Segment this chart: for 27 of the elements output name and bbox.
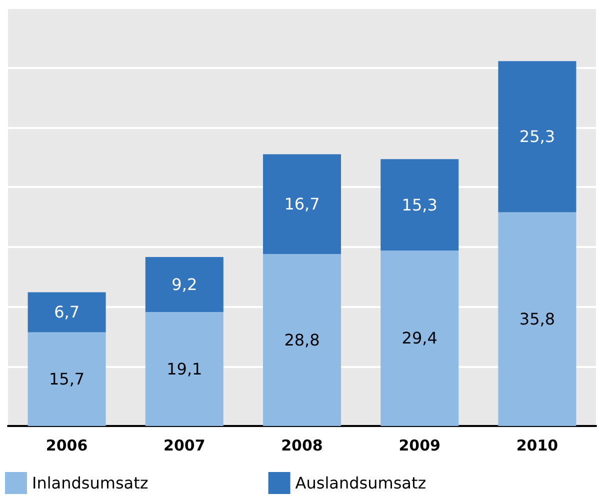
bar xyxy=(263,154,341,254)
bar xyxy=(498,212,576,426)
data-label: 16,7 xyxy=(284,194,320,214)
bar xyxy=(145,312,224,426)
bar xyxy=(28,292,106,332)
data-label: 15,3 xyxy=(402,195,438,214)
bar xyxy=(28,332,106,426)
legend-label: Auslandsumsatz xyxy=(295,474,426,492)
x-tick-label: 2008 xyxy=(281,436,323,454)
bar xyxy=(380,250,459,426)
bar xyxy=(380,159,459,250)
x-tick-label: 2009 xyxy=(398,436,440,454)
data-label: 19,1 xyxy=(166,359,202,378)
data-label: 28,8 xyxy=(284,330,320,350)
legend-label: Inlandsumsatz xyxy=(32,474,148,492)
x-tick-label: 2010 xyxy=(516,436,558,454)
data-label: 15,7 xyxy=(48,370,85,389)
x-tick-label: 2007 xyxy=(164,436,206,454)
data-label: 6,7 xyxy=(54,302,80,322)
data-label: 35,8 xyxy=(519,310,556,329)
bar xyxy=(498,61,576,212)
data-label: 25,3 xyxy=(519,127,556,146)
data-label: 9,2 xyxy=(172,274,198,294)
x-tick-label: 2006 xyxy=(46,436,88,454)
bar xyxy=(263,254,341,426)
data-label: 29,4 xyxy=(402,328,438,348)
bar xyxy=(145,257,224,312)
